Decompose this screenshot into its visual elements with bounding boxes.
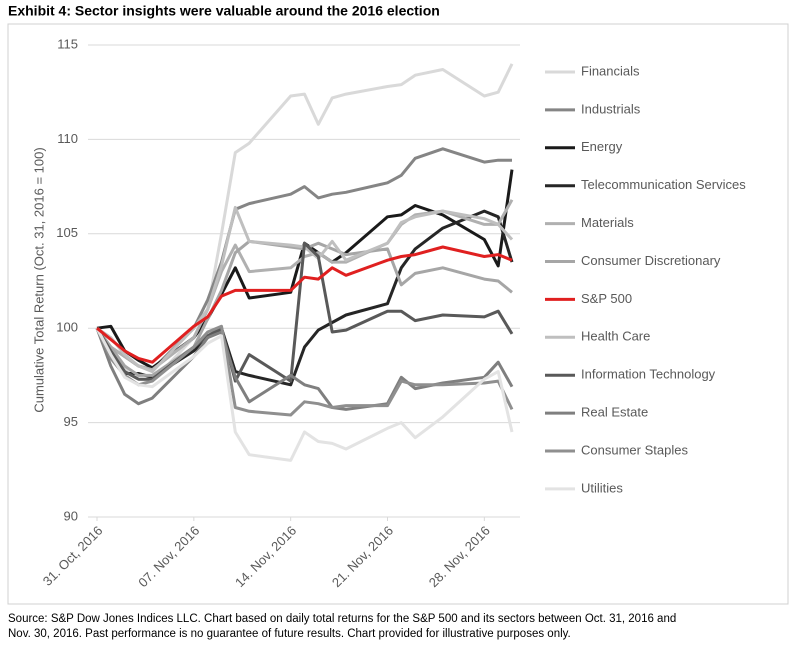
series-line	[95, 239, 513, 377]
series-line	[96, 169, 514, 370]
y-tick-label: 95	[64, 414, 78, 429]
series-line	[96, 205, 514, 374]
series-line	[95, 209, 514, 387]
legend-label: Information Technology	[581, 367, 716, 382]
y-tick-label: 115	[57, 36, 78, 51]
x-tick-label: 14. Nov, 2016	[232, 523, 299, 590]
y-tick-label: 100	[56, 320, 78, 335]
chart-title: Exhibit 4: Sector insights were valuable…	[8, 3, 440, 19]
footnote: Nov. 30, 2016. Past performance is no gu…	[8, 628, 571, 640]
x-tick-label: 31. Oct, 2016	[40, 523, 106, 589]
legend-label: Consumer Staples	[581, 442, 688, 457]
legend-label: Consumer Discretionary	[581, 253, 721, 268]
legend-label: Materials	[581, 215, 634, 230]
series-line	[95, 241, 514, 383]
x-tick-label: 07. Nov, 2016	[135, 523, 202, 590]
x-tick-label: 21. Nov, 2016	[329, 523, 396, 590]
y-tick-label: 110	[57, 131, 78, 146]
legend-label: Utilities	[581, 480, 623, 495]
chart-frame	[7, 23, 789, 605]
series-line	[96, 245, 513, 364]
legend-label: Telecommunication Services	[581, 177, 746, 192]
y-tick-label: 90	[64, 508, 78, 523]
y-tick-label: 105	[56, 225, 78, 240]
legend-label: Real Estate	[581, 405, 648, 420]
x-tick-label: 28. Nov, 2016	[426, 523, 493, 590]
footnote: Source: S&P Dow Jones Indices LLC. Chart…	[8, 613, 676, 625]
series-line	[95, 327, 514, 411]
legend-label: Financials	[581, 63, 640, 78]
series-line	[95, 147, 512, 372]
series-line	[95, 63, 514, 383]
series-line	[95, 327, 514, 462]
legend-label: Energy	[581, 139, 623, 154]
legend-label: Industrials	[581, 101, 641, 116]
legend-label: S&P 500	[581, 291, 632, 306]
y-axis-label: Cumulative Total Return (Oct. 31, 2016 =…	[31, 147, 46, 412]
legend-label: Health Care	[581, 329, 650, 344]
series-line	[95, 324, 514, 417]
